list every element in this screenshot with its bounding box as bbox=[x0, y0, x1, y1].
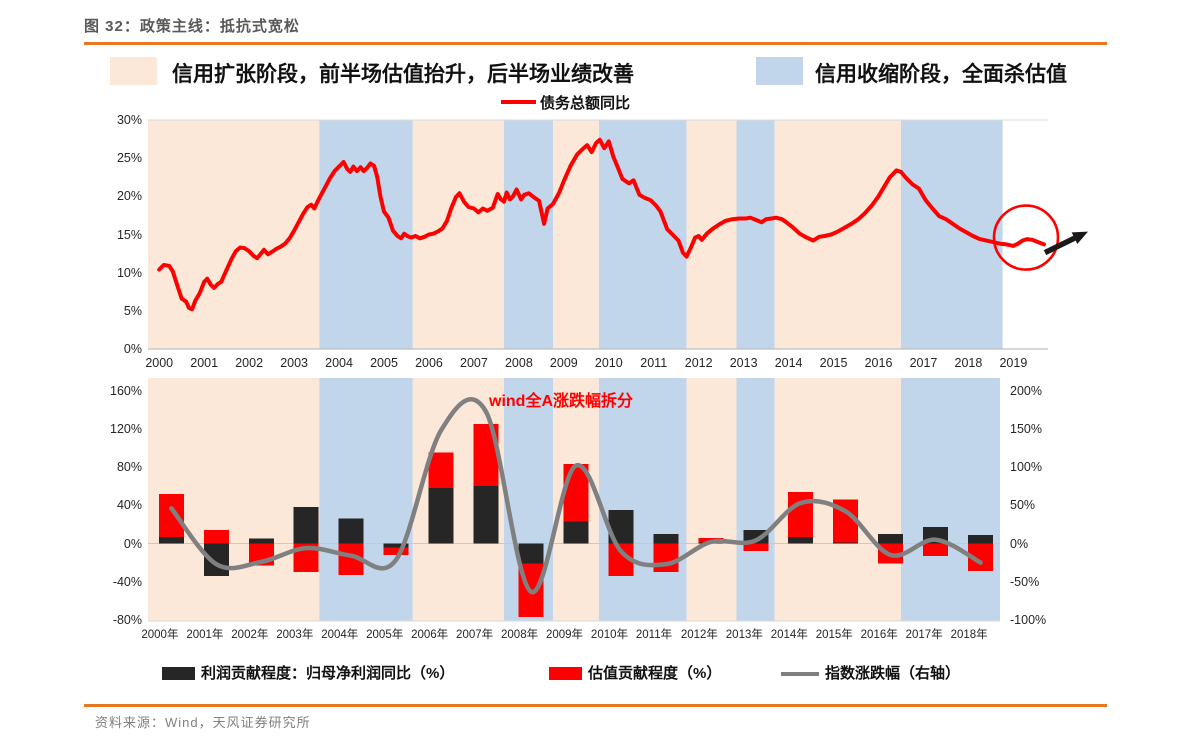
bottom-chart-left-tick: 160% bbox=[110, 383, 142, 398]
index-return-line bbox=[169, 397, 983, 594]
bottom-chart-title: wind全A涨跌幅拆分 bbox=[489, 393, 633, 410]
footer-divider-rule bbox=[84, 704, 1107, 707]
top-chart-y-tick: 0% bbox=[123, 342, 142, 356]
profit-bar-legend-swatch bbox=[162, 667, 195, 680]
bottom-chart-right-tick: 0% bbox=[1010, 536, 1029, 551]
top-chart-x-tick: 2014 bbox=[774, 356, 803, 370]
bottom-chart-x-category: 2018年 bbox=[950, 629, 988, 641]
bottom-chart-x-category: 2013年 bbox=[725, 629, 763, 641]
top-chart-x-tick: 2018 bbox=[954, 356, 983, 370]
debt-yoy-line bbox=[157, 137, 1046, 312]
bottom-chart-left-tick: 40% bbox=[116, 498, 142, 513]
bottom-chart-x-category: 2001年 bbox=[186, 629, 224, 641]
top-chart-x-tick: 2010 bbox=[594, 356, 623, 370]
index-line-legend-label: 指数涨跌幅（右轴） bbox=[825, 665, 961, 682]
contraction-phase-swatch bbox=[756, 57, 803, 85]
top-chart-x-tick: 2000 bbox=[145, 356, 174, 370]
top-chart-x-tick: 2011 bbox=[640, 356, 668, 370]
bottom-chart-x-category: 2006年 bbox=[411, 629, 449, 641]
bottom-chart-x-category: 2005年 bbox=[366, 629, 404, 641]
top-chart-x-tick: 2007 bbox=[460, 356, 488, 370]
debt-line-legend-swatch bbox=[501, 100, 536, 104]
bottom-chart-left-tick: 80% bbox=[116, 460, 142, 475]
top-chart-x-tick: 2013 bbox=[729, 356, 758, 370]
top-chart-credit-phase-bands bbox=[148, 120, 1003, 349]
expansion-phase-label: 信用扩张阶段，前半场估值抬升，后半场业绩改善 bbox=[172, 63, 634, 86]
bottom-chart-x-category: 2011年 bbox=[635, 629, 673, 641]
bottom-chart-x-category: 2012年 bbox=[680, 629, 718, 641]
expansion-phase-swatch bbox=[110, 57, 157, 85]
bottom-chart-left-tick: -40% bbox=[112, 574, 142, 589]
valuation-bar-legend-label: 估值贡献程度（%） bbox=[588, 665, 722, 682]
bottom-chart-x-category: 2002年 bbox=[231, 629, 269, 641]
bottom-chart-x-category: 2009年 bbox=[545, 629, 584, 641]
top-chart-y-tick: 30% bbox=[116, 113, 142, 127]
top-chart-y-tick: 25% bbox=[116, 151, 142, 166]
top-chart-x-tick: 2012 bbox=[684, 356, 713, 370]
bottom-chart-x-category: 2016年 bbox=[860, 629, 898, 641]
title-divider-rule bbox=[84, 42, 1107, 45]
bottom-chart-left-tick: 120% bbox=[110, 421, 142, 436]
top-chart-x-tick: 2002 bbox=[235, 356, 264, 370]
source-note: 资料来源：Wind，天风证券研究所 bbox=[95, 715, 311, 730]
bottom-chart-left-tick: 0% bbox=[123, 536, 142, 551]
bottom-chart-right-tick: -50% bbox=[1010, 574, 1040, 589]
bottom-chart-left-tick: -80% bbox=[112, 612, 142, 627]
figure-title: 图 32：政策主线：抵抗式宽松 bbox=[84, 18, 300, 35]
bottom-chart-x-category: 2004年 bbox=[321, 629, 359, 641]
bottom-chart-right-tick: 200% bbox=[1010, 383, 1042, 398]
bottom-chart-right-tick: -100% bbox=[1010, 613, 1047, 627]
bottom-chart-x-category: 2007年 bbox=[456, 629, 494, 641]
bottom-chart-x-category: 2008年 bbox=[501, 629, 539, 641]
bottom-chart-x-category: 2015年 bbox=[815, 629, 853, 641]
top-chart-x-tick: 2001 bbox=[190, 356, 219, 370]
bottom-chart-x-category: 2000年 bbox=[141, 629, 179, 641]
top-chart-x-tick: 2017 bbox=[909, 356, 938, 370]
debt-line-legend-label: 债务总额同比 bbox=[540, 95, 631, 112]
top-chart-x-tick: 2009 bbox=[549, 356, 578, 370]
top-chart-y-tick: 5% bbox=[123, 303, 142, 318]
top-chart-x-tick: 2016 bbox=[864, 356, 893, 370]
top-chart-y-tick: 10% bbox=[116, 265, 142, 280]
bottom-chart-right-tick: 100% bbox=[1010, 460, 1042, 474]
top-chart-x-tick: 2004 bbox=[325, 356, 353, 370]
index-line-legend-swatch bbox=[781, 672, 819, 676]
contraction-phase-label: 信用收缩阶段，全面杀估值 bbox=[815, 63, 1067, 86]
top-chart-axes bbox=[148, 119, 1048, 350]
top-chart-x-tick: 2008 bbox=[504, 356, 533, 370]
endpoint-circle-arrow-annotation bbox=[992, 204, 1088, 271]
bottom-chart-credit-phase-bands bbox=[148, 378, 1000, 621]
top-chart-y-tick: 15% bbox=[116, 227, 142, 242]
top-chart-x-tick: 2003 bbox=[280, 356, 308, 370]
top-chart-x-tick: 2006 bbox=[415, 356, 443, 370]
top-chart-y-tick: 20% bbox=[116, 189, 142, 204]
top-chart-x-tick: 2019 bbox=[999, 356, 1028, 370]
profit-bar-legend-label: 利润贡献程度：归母净利润同比（%） bbox=[201, 665, 455, 682]
valuation-bar-legend-swatch bbox=[549, 667, 582, 680]
top-chart-x-tick: 2015 bbox=[819, 356, 848, 370]
bottom-chart-x-category: 2003年 bbox=[276, 629, 314, 641]
bottom-chart-x-category: 2010年 bbox=[590, 629, 629, 641]
top-chart-x-tick: 2005 bbox=[370, 356, 398, 370]
bottom-chart-right-tick: 50% bbox=[1010, 498, 1036, 513]
bottom-chart-right-tick: 150% bbox=[1010, 421, 1042, 436]
bottom-chart-x-category: 2017年 bbox=[905, 629, 943, 641]
bottom-chart-x-category: 2014年 bbox=[770, 629, 808, 641]
